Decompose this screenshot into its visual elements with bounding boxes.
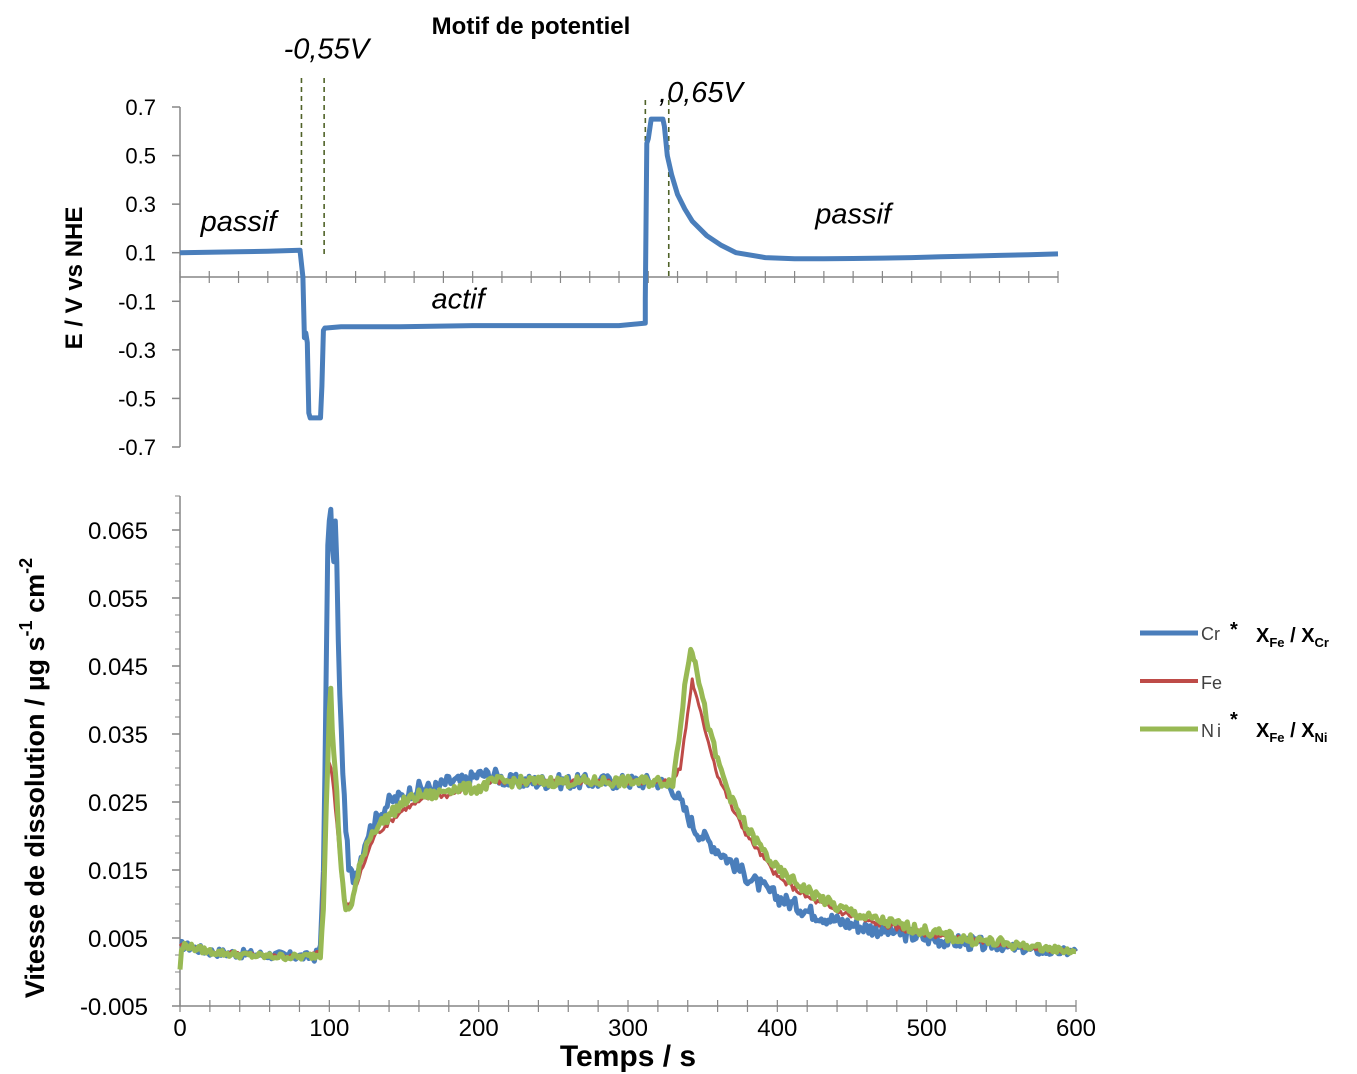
annotation-label: actif bbox=[431, 284, 487, 316]
annotation-label: passif bbox=[814, 199, 894, 231]
legend: Cr * XFe / XCr Fe Ni * XFe / XNi bbox=[1140, 619, 1329, 745]
top-y-tick-label: 0.5 bbox=[125, 144, 156, 169]
svg-text:XFe / XCr: XFe / XCr bbox=[1256, 625, 1329, 650]
top-y-axis-label: E / V vs NHE bbox=[61, 207, 88, 350]
annotation-label: ,0,65V bbox=[659, 77, 745, 109]
annotation-label: passif bbox=[200, 206, 280, 238]
legend-item-ni: Ni * XFe / XNi bbox=[1140, 709, 1328, 745]
svg-text:Ni: Ni bbox=[1201, 721, 1224, 741]
bottom-y-tick-label: -0.005 bbox=[80, 994, 148, 1021]
legend-item-fe: Fe bbox=[1140, 673, 1222, 693]
top-y-tick-label: -0.3 bbox=[118, 338, 156, 363]
top-phase-markers bbox=[300, 78, 670, 278]
top-y-tick-label: 0.3 bbox=[125, 192, 156, 217]
top-annotations: -0,55V ,0,65V passif actif passif bbox=[200, 33, 894, 315]
legend-ni-b-sub: Ni bbox=[1315, 730, 1328, 745]
annotation-label: -0,55V bbox=[284, 33, 372, 65]
series-line-ni bbox=[177, 646, 1077, 970]
bottom-y-tick-label: 0.055 bbox=[88, 586, 148, 613]
legend-star-ni: * bbox=[1230, 709, 1238, 731]
top-axes: 0.7 0.5 0.3 0.1 -0.1 -0.3 -0.5 -0.7 bbox=[118, 95, 1059, 460]
legend-cr-a: X bbox=[1256, 625, 1270, 647]
legend-ni-a-sub: Fe bbox=[1269, 730, 1284, 745]
bottom-x-tick-label: 400 bbox=[757, 1015, 797, 1042]
top-y-tick-label: 0.1 bbox=[125, 241, 156, 266]
bottom-axes: 0.065 0.055 0.045 0.035 0.025 0.015 0.005 -0.00… bbox=[80, 495, 1096, 1042]
bottom-x-tick-label: 100 bbox=[309, 1015, 349, 1042]
legend-label-fe: Fe bbox=[1201, 673, 1222, 693]
bottom-y-tick-label: 0.035 bbox=[88, 722, 148, 749]
potential-series-line bbox=[179, 116, 1059, 421]
legend-cr-a-sub: Fe bbox=[1269, 635, 1284, 650]
top-y-tick-label: -0.5 bbox=[118, 386, 156, 411]
svg-text:*: * bbox=[1230, 619, 1238, 641]
bottom-y-tick-label: 0.005 bbox=[88, 926, 148, 953]
top-chart-title: Motif de potentiel bbox=[432, 13, 631, 40]
y-label-sup2: -2 bbox=[16, 558, 36, 574]
top-y-tick-label: -0.1 bbox=[118, 289, 156, 314]
y-label-sup1: -1 bbox=[16, 620, 36, 636]
legend-ni-sep: / bbox=[1285, 720, 1302, 742]
potential-panel: Motif de potentiel 0.7 0.5 0.3 0.1 -0.1 -0.3 -… bbox=[61, 13, 1059, 460]
series-line-fe bbox=[178, 677, 1077, 959]
y-label-mid: cm bbox=[20, 574, 50, 621]
legend-ni-b: X bbox=[1301, 720, 1315, 742]
legend-star-cr: * bbox=[1230, 619, 1238, 641]
legend-label-ni: Ni bbox=[1201, 721, 1224, 741]
top-y-tick-label: -0.7 bbox=[118, 435, 156, 460]
bottom-y-tick-label: 0.045 bbox=[88, 654, 148, 681]
svg-text:XFe / XNi: XFe / XNi bbox=[1256, 720, 1328, 745]
bottom-y-tick-label: 0.025 bbox=[88, 790, 148, 817]
top-y-tick-label: 0.7 bbox=[125, 95, 156, 120]
legend-item-cr: Cr * XFe / XCr bbox=[1140, 619, 1329, 650]
bottom-x-tick-label: 600 bbox=[1056, 1015, 1096, 1042]
bottom-x-tick-label: 200 bbox=[459, 1015, 499, 1042]
bottom-x-axis-label: Temps / s bbox=[560, 1040, 696, 1073]
svg-text:Cr: Cr bbox=[1201, 624, 1220, 644]
bottom-x-tick-label: 500 bbox=[907, 1015, 947, 1042]
svg-text:*: * bbox=[1230, 709, 1238, 731]
svg-text:Fe: Fe bbox=[1201, 673, 1222, 693]
legend-ni-a: X bbox=[1256, 720, 1270, 742]
dissolution-panel: 0.065 0.055 0.045 0.035 0.025 0.015 0.005 -0.00… bbox=[16, 495, 1329, 1073]
series-line-cr bbox=[179, 506, 1078, 964]
y-label-main: Vitesse de dissolution / µg s bbox=[20, 636, 50, 998]
bottom-series-lines bbox=[177, 506, 1078, 970]
bottom-x-tick-label: 0 bbox=[173, 1015, 186, 1042]
legend-label-cr: Cr bbox=[1201, 624, 1220, 644]
top-series-lines bbox=[179, 116, 1059, 421]
bottom-y-tick-label: 0.065 bbox=[88, 518, 148, 545]
bottom-x-tick-label: 300 bbox=[608, 1015, 648, 1042]
legend-cr-b-sub: Cr bbox=[1315, 635, 1329, 650]
legend-cr-b: X bbox=[1301, 625, 1315, 647]
bottom-y-axis-label: Vitesse de dissolution / µg s-1 cm-2 bbox=[16, 558, 50, 998]
legend-cr-sep: / bbox=[1285, 625, 1302, 647]
bottom-y-tick-label: 0.015 bbox=[88, 858, 148, 885]
